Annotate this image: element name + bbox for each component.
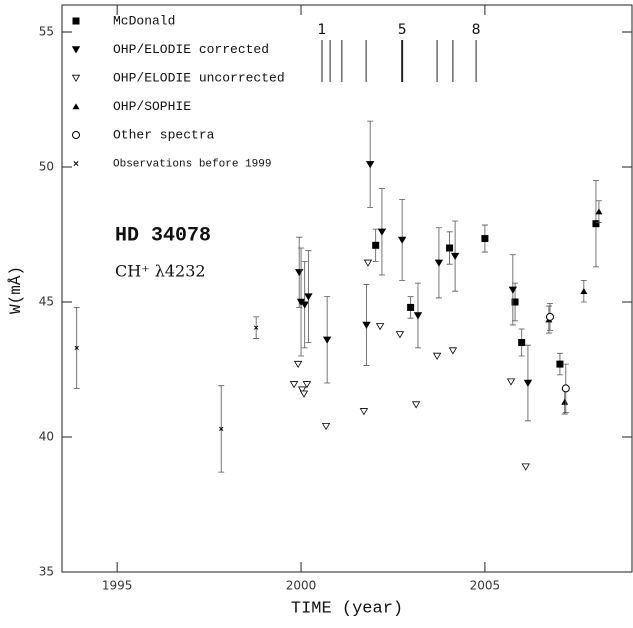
time-mark-label: 5: [398, 22, 407, 38]
point: [322, 336, 332, 344]
point: [289, 381, 299, 389]
time-mark-label: 1: [318, 22, 327, 38]
point: [377, 228, 387, 236]
point: [302, 381, 312, 389]
point: [254, 325, 259, 330]
point: [375, 323, 385, 331]
y-tick-label: 50: [39, 160, 54, 174]
point: [372, 241, 380, 249]
point: [545, 312, 554, 321]
point: [561, 384, 570, 393]
legend-label: Observations before 1999: [113, 158, 271, 170]
x-axis-title: TIME (year): [291, 599, 403, 618]
x-tick-label: 2005: [470, 579, 501, 593]
point: [592, 220, 600, 228]
legend-marker: [73, 161, 79, 166]
point: [407, 303, 415, 311]
annotation: HD 34078: [115, 224, 211, 247]
legend-marker: [71, 46, 81, 54]
point: [304, 293, 313, 301]
x-tick-label: 1995: [102, 579, 133, 593]
point: [395, 331, 405, 339]
point: [74, 345, 79, 351]
point: [446, 244, 454, 252]
point: [300, 301, 309, 309]
point: [511, 298, 519, 306]
point: [293, 360, 303, 369]
point: [561, 398, 569, 405]
legend-label: OHP/ELODIE uncorrected: [113, 70, 285, 85]
point: [365, 161, 375, 169]
point: [434, 259, 444, 267]
point: [518, 339, 526, 346]
point: [397, 236, 407, 244]
point: [523, 379, 533, 387]
point: [219, 426, 224, 432]
point: [580, 288, 588, 294]
point: [362, 321, 371, 329]
point: [363, 259, 373, 267]
point: [411, 401, 421, 409]
point: [321, 422, 331, 431]
annotation: CH⁺ λ4232: [115, 262, 206, 281]
point: [432, 352, 442, 360]
point: [450, 252, 460, 261]
point: [448, 347, 458, 355]
y-tick-label: 40: [39, 430, 54, 444]
legend-label: McDonald: [113, 13, 175, 28]
point: [299, 390, 309, 398]
point: [506, 378, 516, 386]
legend-marker: [71, 74, 81, 82]
y-tick-label: 55: [39, 25, 54, 39]
point: [595, 208, 603, 215]
y-tick-label: 35: [39, 565, 54, 579]
legend-label: Other spectra: [113, 127, 215, 142]
legend-marker: [72, 17, 80, 25]
plot-frame: [61, 4, 633, 573]
y-tick-label: 45: [39, 295, 54, 309]
point: [294, 269, 304, 277]
legend-marker: [72, 131, 80, 139]
point: [521, 463, 530, 471]
legend-label: OHP/ELODIE corrected: [113, 42, 269, 57]
point: [413, 312, 423, 320]
legend-label: OHP/SOPHIE: [113, 99, 191, 114]
point: [508, 286, 518, 294]
point: [297, 386, 307, 394]
point: [481, 235, 489, 243]
time-mark-label: 8: [472, 22, 481, 38]
point: [556, 360, 564, 368]
x-tick-label: 2000: [286, 579, 317, 593]
y-axis-title: W(mÅ): [7, 266, 25, 314]
legend-marker: [72, 103, 80, 110]
point: [359, 408, 369, 416]
